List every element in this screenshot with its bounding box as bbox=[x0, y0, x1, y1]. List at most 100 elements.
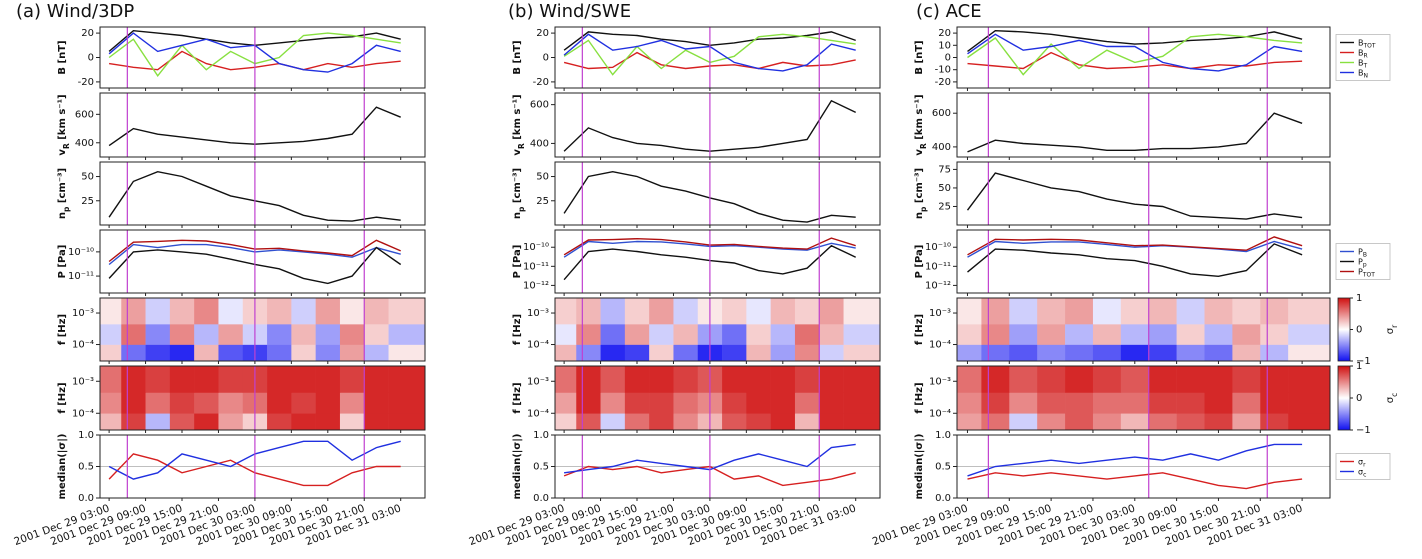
y-tick-label: 75 bbox=[938, 164, 951, 175]
plot-frame bbox=[99, 92, 426, 158]
legend-label-sub: N bbox=[1364, 73, 1369, 80]
heat-cell bbox=[649, 413, 674, 431]
plot-frame bbox=[956, 365, 1331, 431]
heat-cell bbox=[673, 413, 699, 431]
y-tick-label: 25 bbox=[536, 196, 549, 207]
y-tick-label: -10 bbox=[935, 65, 951, 76]
y-tick-label: 50 bbox=[81, 172, 94, 183]
heat-cell bbox=[843, 413, 881, 431]
heat-cell bbox=[746, 366, 771, 393]
heat-cell bbox=[1204, 392, 1233, 414]
heat-cell bbox=[1009, 344, 1038, 362]
heat-cell bbox=[218, 392, 244, 414]
y-axis-label-part: [cm⁻³] bbox=[57, 168, 68, 207]
legend-label: BR bbox=[1358, 48, 1368, 60]
plot-frame bbox=[956, 92, 1331, 158]
y-tick-label: 10⁻³ bbox=[527, 308, 549, 319]
y-tick-label: 1.0 bbox=[935, 430, 951, 441]
heat-cell bbox=[843, 366, 881, 393]
heat-cell bbox=[576, 366, 601, 393]
heat-cell bbox=[1120, 324, 1150, 345]
heat-cell bbox=[600, 344, 626, 362]
y-tick-label: 10 bbox=[938, 40, 951, 51]
colorbar-tick-label: −1 bbox=[1356, 356, 1371, 367]
heat-cell bbox=[957, 413, 982, 431]
legend-label-sub: R bbox=[1364, 53, 1368, 60]
colorbar-tick-label: −1 bbox=[1356, 425, 1371, 436]
y-tick-label: 400 bbox=[932, 142, 951, 153]
y-axis-label-part: P [Pa] bbox=[512, 245, 523, 279]
heat-cell bbox=[673, 392, 699, 414]
heat-cell bbox=[100, 324, 122, 345]
plot-frame bbox=[99, 297, 426, 362]
plot-frame bbox=[956, 161, 1331, 226]
heat-cell bbox=[673, 298, 699, 325]
heat-cell bbox=[339, 344, 365, 362]
heat-cell bbox=[388, 413, 426, 431]
heat-cell bbox=[770, 366, 796, 393]
y-axis-label-part: f [Hz] bbox=[512, 314, 523, 345]
heat-cell bbox=[1065, 392, 1094, 414]
y-axis-label-part: n bbox=[57, 212, 68, 219]
heat-cell bbox=[315, 344, 341, 362]
heat-cell bbox=[121, 298, 146, 325]
plot-frame bbox=[956, 297, 1331, 362]
heat-cell bbox=[819, 324, 844, 345]
legend-label: BTOT bbox=[1358, 38, 1376, 50]
heat-cell bbox=[673, 344, 699, 362]
heat-cell bbox=[600, 324, 626, 345]
heat-cell bbox=[1065, 298, 1094, 325]
heat-cell bbox=[981, 413, 1010, 431]
heat-cell bbox=[1176, 413, 1205, 431]
y-axis-label: B [nT] bbox=[57, 40, 68, 74]
y-axis-label: np [cm⁻³] bbox=[512, 168, 526, 219]
heat-cell bbox=[843, 298, 881, 325]
heat-cell bbox=[291, 366, 316, 393]
y-axis-label-part: n bbox=[914, 212, 925, 219]
heat-cell bbox=[600, 392, 626, 414]
heat-cell bbox=[1288, 392, 1331, 414]
heat-cell bbox=[576, 392, 601, 414]
heat-cell bbox=[649, 324, 674, 345]
heat-cell bbox=[1204, 344, 1233, 362]
heat-cell bbox=[819, 344, 844, 362]
y-tick-label: 10⁻¹⁰ bbox=[925, 242, 951, 253]
heat-cell bbox=[722, 392, 747, 414]
legend-label: BN bbox=[1358, 68, 1368, 80]
y-axis-label-part: v bbox=[914, 149, 925, 156]
plot-frame bbox=[956, 229, 1331, 294]
heat-cell bbox=[315, 298, 341, 325]
heat-cell bbox=[1120, 413, 1150, 431]
colorbar-label-part: σ bbox=[1385, 327, 1396, 334]
y-tick-label: 400 bbox=[530, 138, 549, 149]
heat-cell bbox=[1120, 298, 1150, 325]
y-axis-label-part: f [Hz] bbox=[914, 314, 925, 345]
plot-background bbox=[957, 162, 1330, 225]
panel-title: (b) Wind/SWE bbox=[508, 1, 631, 22]
series-line bbox=[967, 236, 1303, 256]
series-line bbox=[967, 33, 1303, 76]
heat-cell bbox=[555, 298, 577, 325]
heat-cell bbox=[339, 413, 365, 431]
heat-cell bbox=[1092, 344, 1122, 362]
y-tick-label: 10⁻¹² bbox=[925, 280, 951, 291]
heat-cell bbox=[1037, 413, 1066, 431]
plot-frame bbox=[554, 365, 881, 431]
y-axis-label-part: v bbox=[57, 149, 68, 156]
heat-cell bbox=[315, 366, 341, 393]
heat-cell bbox=[746, 324, 771, 345]
heat-cell bbox=[145, 392, 171, 414]
y-axis-label: vR [km s⁻¹] bbox=[914, 94, 928, 155]
y-tick-label: 10⁻³ bbox=[527, 376, 549, 387]
heat-cell bbox=[1148, 298, 1177, 325]
legend-label: PB bbox=[1358, 247, 1367, 259]
heat-cell bbox=[1092, 413, 1122, 431]
series-line bbox=[967, 51, 1303, 70]
y-tick-label: -20 bbox=[78, 77, 94, 88]
y-tick-label: -20 bbox=[935, 77, 951, 88]
heat-cell bbox=[1092, 366, 1122, 393]
plot-background bbox=[100, 230, 425, 293]
y-axis-label-part: f [Hz] bbox=[57, 314, 68, 345]
heat-cell bbox=[600, 413, 626, 431]
y-tick-label: 600 bbox=[530, 100, 549, 111]
